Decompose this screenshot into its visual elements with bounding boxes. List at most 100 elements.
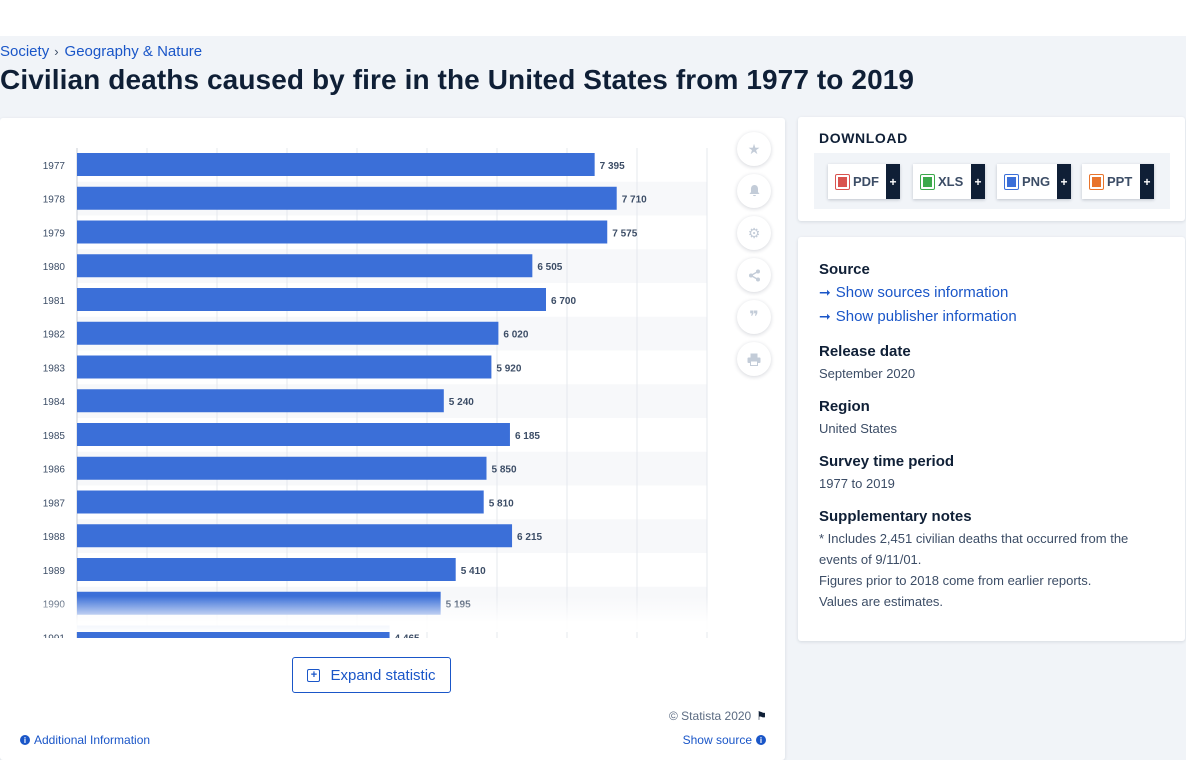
bar-chart: 1977 7 395 1978 7 710 1979 7 575 1980 6 505 1981… [43, 148, 708, 638]
y-tick-label: 1979 [43, 228, 66, 239]
value-label: 5 920 [496, 363, 521, 374]
bar-1989 [77, 558, 456, 581]
flag-icon[interactable]: ⚑ [756, 709, 767, 723]
supplementary-notes-heading: Supplementary notes [819, 508, 972, 525]
additional-information-link[interactable]: i Additional Information [20, 733, 150, 747]
value-label: 6 185 [515, 431, 540, 442]
value-label: 7 395 [600, 161, 625, 172]
supplementary-note-2: Figures prior to 2018 come from earlier … [819, 573, 1092, 588]
value-label: 6 505 [537, 262, 562, 273]
print-icon[interactable] [737, 342, 771, 376]
y-tick-label: 1984 [43, 397, 66, 408]
download-xls-button[interactable]: XLS + [913, 164, 985, 199]
info-icon: i [756, 735, 766, 745]
y-tick-label: 1989 [43, 566, 66, 577]
value-label: 4 465 [395, 633, 420, 638]
settings-icon[interactable]: ⚙ [737, 216, 771, 250]
arrow-right-icon: ➞ [819, 308, 831, 324]
value-label: 6 020 [503, 330, 528, 341]
value-label: 7 575 [612, 228, 637, 239]
expand-statistic-button[interactable]: + Expand statistic [292, 657, 451, 693]
page-title: Civilian deaths caused by fire in the Un… [0, 64, 915, 95]
value-label: 5 850 [492, 465, 517, 476]
value-label: 5 240 [449, 397, 474, 408]
show-publisher-link[interactable]: ➞ Show publisher information [819, 308, 1017, 325]
y-tick-label: 1985 [43, 431, 66, 442]
bar-1982 [77, 321, 499, 345]
y-tick-label: 1978 [43, 195, 66, 206]
top-strip [0, 0, 1186, 36]
breadcrumb-separator-icon: › [54, 44, 59, 59]
download-card: DOWNLOAD PDF + XLS + PNG + PPT + [798, 117, 1185, 221]
y-tick-label: 1982 [43, 330, 66, 341]
bar-1984 [77, 389, 444, 413]
bar-1987 [77, 490, 484, 514]
y-tick-label: 1977 [43, 161, 66, 172]
y-tick-label: 1986 [43, 465, 66, 476]
pdf-file-icon [836, 174, 849, 189]
download-title: DOWNLOAD [819, 130, 908, 146]
download-pdf-button[interactable]: PDF + [828, 164, 900, 199]
value-label: 5 810 [489, 498, 514, 509]
breadcrumb-society[interactable]: Society [0, 43, 50, 60]
arrow-right-icon: ➞ [819, 284, 831, 300]
additional-information-label: Additional Information [34, 733, 151, 747]
download-button-row: PDF + XLS + PNG + PPT + [814, 153, 1170, 209]
png-file-icon [1005, 174, 1018, 189]
plus-icon: + [1057, 164, 1071, 199]
value-label: 7 710 [622, 195, 647, 206]
download-xls-label: XLS [938, 174, 964, 189]
bar-1991 [77, 625, 390, 638]
plus-icon: + [1140, 164, 1154, 199]
chart-card: 1977 7 395 1978 7 710 1979 7 575 1980 6 505 1981… [0, 118, 785, 760]
show-sources-label: Show sources information [835, 284, 1009, 301]
bar-1977 [77, 153, 595, 176]
breadcrumb-geography-nature[interactable]: Geography & Nature [64, 43, 203, 60]
xls-file-icon [921, 174, 934, 189]
copyright-text: © Statista 2020 [669, 709, 752, 723]
plus-icon: + [886, 164, 900, 199]
value-label: 6 700 [551, 296, 576, 307]
y-tick-label: 1988 [43, 532, 66, 543]
bar-1983 [77, 355, 492, 379]
y-tick-label: 1980 [43, 262, 66, 273]
download-ppt-label: PPT [1107, 174, 1133, 189]
share-icon[interactable] [737, 258, 771, 292]
release-date-value: September 2020 [819, 366, 916, 381]
ppt-file-icon [1090, 174, 1103, 189]
supplementary-note-3: Values are estimates. [819, 594, 944, 609]
download-pdf-label: PDF [853, 174, 879, 189]
download-ppt-button[interactable]: PPT + [1082, 164, 1154, 199]
survey-period-value: 1977 to 2019 [819, 476, 895, 491]
copyright: © Statista 2020 ⚑ [669, 709, 767, 723]
bar-1990 [77, 591, 441, 615]
download-png-label: PNG [1022, 174, 1051, 189]
source-heading: Source [819, 261, 870, 278]
bar-1988 [77, 524, 513, 548]
release-date-heading: Release date [819, 343, 911, 360]
bar-1978 [77, 186, 617, 210]
bar-1985 [77, 423, 510, 446]
download-png-button[interactable]: PNG + [997, 164, 1071, 199]
citation-icon[interactable]: ❞ [737, 300, 771, 334]
favorite-icon[interactable]: ★ [737, 132, 771, 166]
y-tick-label: 1990 [43, 600, 66, 611]
bar-1986 [77, 456, 487, 480]
y-tick-label: 1991 [43, 633, 66, 638]
bar-1980 [77, 254, 533, 278]
bar-1981 [77, 288, 546, 311]
value-label: 5 195 [446, 600, 471, 611]
bar-1979 [77, 220, 608, 244]
show-source-link[interactable]: Show source i [683, 733, 766, 747]
supplementary-note-1: * Includes 2,451 civilian deaths that oc… [819, 531, 1129, 567]
statistic-details-card: Source ➞ Show sources information ➞ Show… [798, 237, 1185, 641]
info-icon: i [20, 735, 30, 745]
breadcrumb: Society › Geography & Nature [0, 43, 202, 60]
value-label: 6 215 [517, 532, 542, 543]
y-tick-label: 1987 [43, 498, 66, 509]
region-value: United States [819, 421, 898, 436]
value-label: 5 410 [461, 566, 486, 577]
show-sources-link[interactable]: ➞ Show sources information [819, 284, 1008, 301]
survey-period-heading: Survey time period [819, 453, 955, 470]
notification-icon[interactable] [737, 174, 771, 208]
